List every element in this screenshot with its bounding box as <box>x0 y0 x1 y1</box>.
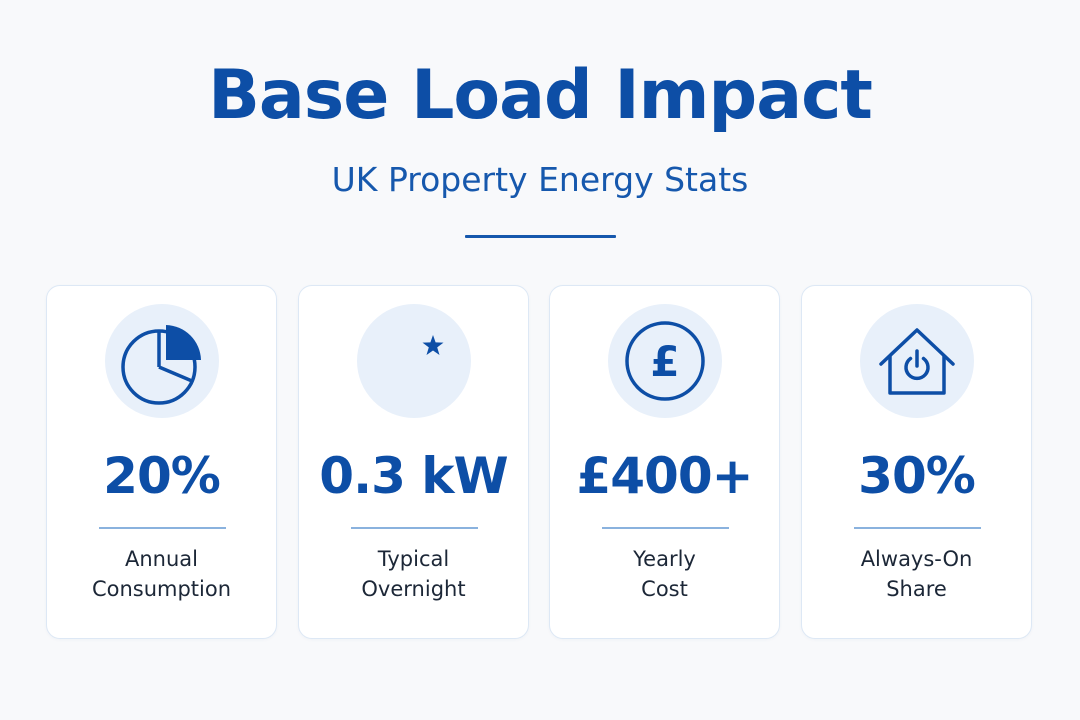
stat-divider <box>351 527 478 529</box>
stat-card-typical-overnight: 0.3 kW Typical Overnight <box>298 285 529 639</box>
stat-value: 0.3 kW <box>319 447 508 505</box>
page-title: Base Load Impact <box>208 56 873 135</box>
title-divider <box>465 235 616 238</box>
stat-label-line: Yearly <box>633 547 696 571</box>
stat-label-line: Share <box>886 577 947 601</box>
stat-divider <box>854 527 981 529</box>
stat-label: Typical Overnight <box>299 544 528 604</box>
stat-label: Yearly Cost <box>550 544 779 604</box>
pound-coin-icon: £ <box>608 304 722 418</box>
stat-card-always-on-share: 30% Always-On Share <box>801 285 1032 639</box>
stat-label: Always-On Share <box>802 544 1031 604</box>
stat-divider <box>99 527 226 529</box>
pie-chart-icon <box>105 304 219 418</box>
stat-label: Annual Consumption <box>47 544 276 604</box>
stat-label-line: Annual <box>125 547 198 571</box>
svg-text:£: £ <box>650 337 679 386</box>
stat-divider <box>602 527 729 529</box>
moon-star-icon <box>357 304 471 418</box>
stat-label-line: Consumption <box>91 577 232 601</box>
page-subtitle: UK Property Energy Stats <box>331 160 749 199</box>
stat-label-line: Always-On <box>860 547 973 571</box>
stat-card-yearly-cost: £ £400+ Yearly Cost <box>549 285 780 639</box>
stat-label-line: Overnight <box>361 577 466 601</box>
stat-card-annual-consumption: 20% Annual Consumption <box>46 285 277 639</box>
stat-value: £400+ <box>576 447 753 505</box>
stat-value: 30% <box>858 447 976 505</box>
stat-value: 20% <box>103 447 221 505</box>
stat-label-line: Typical <box>377 547 450 571</box>
house-power-icon <box>860 304 974 418</box>
stat-label-line: Cost <box>641 577 688 601</box>
